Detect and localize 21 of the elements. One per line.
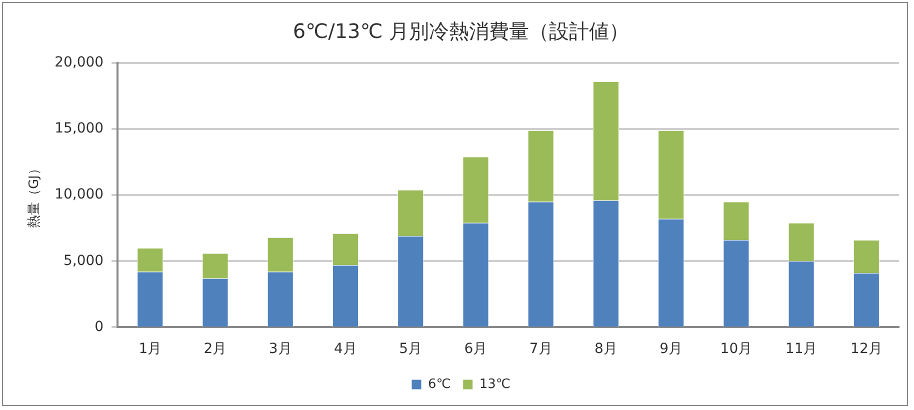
- legend-label: 6℃: [428, 376, 451, 392]
- x-tick-label: 9月: [660, 341, 683, 358]
- x-tick-label: 1月: [138, 341, 162, 358]
- y-axis-title: 熱量（GJ）: [27, 162, 42, 228]
- y-tick-label: 5,000: [63, 252, 104, 269]
- x-tick-label: 8月: [594, 341, 618, 358]
- x-tick-label: 3月: [268, 341, 292, 358]
- x-tick-label: 11月: [785, 341, 818, 358]
- y-tick-label: 20,000: [54, 54, 104, 71]
- y-tick-label: 10,000: [54, 186, 104, 203]
- legend-label: 13℃: [479, 376, 511, 392]
- x-tick-label: 5月: [399, 341, 422, 358]
- y-tick-label: 15,000: [54, 120, 104, 137]
- x-tick-label: 12月: [850, 341, 882, 358]
- x-tick-label: 6月: [464, 341, 488, 358]
- y-tick-label: 0: [94, 318, 104, 335]
- x-tick-label: 7月: [529, 341, 552, 358]
- x-tick-label: 4月: [334, 341, 357, 358]
- x-tick-label: 10月: [720, 341, 752, 358]
- x-tick-label: 2月: [204, 341, 227, 358]
- chart-title: 6℃/13℃ 月別冷熱消費量（設計値）: [292, 19, 630, 44]
